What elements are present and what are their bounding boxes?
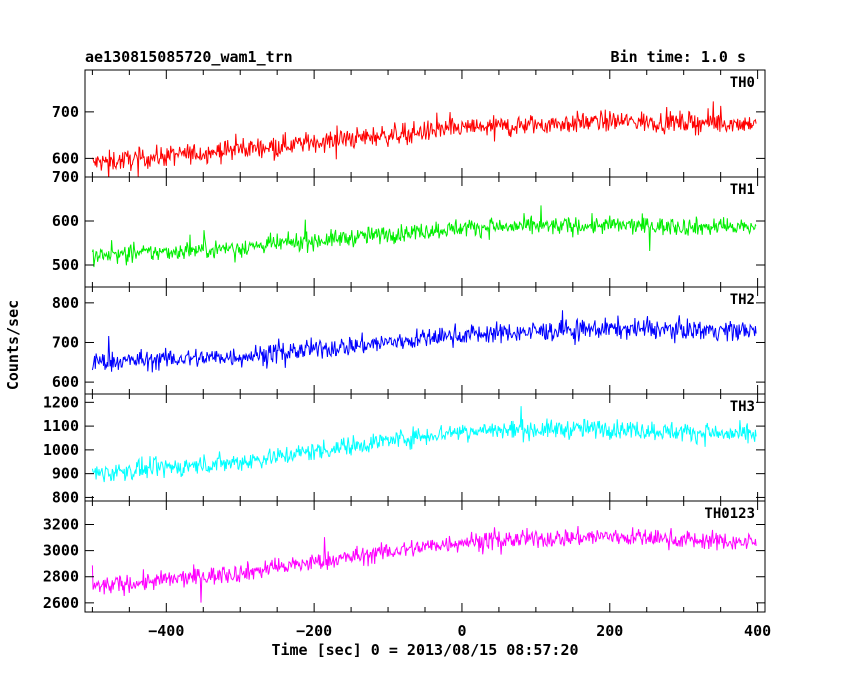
y-tick-label: 600 [52,212,79,230]
panel-label-th0: TH0 [730,75,755,91]
panel-frame-th0 [84,69,766,178]
y-tick-label: 600 [52,373,79,391]
x-tick-label: −400 [148,622,184,640]
series-line-th2 [91,310,757,373]
panel-label-th2: TH2 [730,292,755,308]
panel-frame-th3 [84,393,766,502]
panel-frame-th2 [84,286,766,395]
x-tick-label: 400 [744,622,771,640]
y-tick-label: 500 [52,256,79,274]
y-tick-label: 1200 [43,393,79,411]
y-tick-label: 800 [52,488,79,506]
panel-label-th1: TH1 [730,182,755,198]
x-axis-label: Time [sec] 0 = 2013/08/15 08:57:20 [271,641,578,659]
series-line-th0123 [91,525,757,603]
y-tick-label: 800 [52,294,79,312]
y-tick-label: 3200 [43,516,79,534]
y-tick-label: 700 [52,103,79,121]
y-axis-label: Counts/sec [4,300,22,390]
y-tick-label: 600 [52,149,79,167]
y-tick-label: 1100 [43,417,79,435]
series-line-th3 [91,406,757,483]
bin-time-label: Bin time: 1.0 s [611,48,746,66]
y-tick-label: 3000 [43,542,79,560]
panel-label-th0123: TH0123 [704,506,755,522]
series-line-th1 [91,205,757,268]
x-tick-label: 200 [596,622,623,640]
x-tick-label: 0 [457,622,466,640]
observation-title: ae130815085720_wam1_trn [85,48,293,66]
y-tick-label: 1000 [43,441,79,459]
panel-th1: 500 600 700 TH1 [52,168,766,288]
panel-frame-th0123 [84,500,766,613]
panel-th2: 600 700 800 TH2 [52,286,766,395]
panel-th0: 600 700 TH0 [52,69,766,178]
series-line-th0 [91,101,757,177]
x-tick-label: −200 [296,622,332,640]
y-tick-label: 700 [52,168,79,186]
y-tick-label: 900 [52,465,79,483]
y-tick-label: 2600 [43,594,79,612]
y-tick-label: 700 [52,333,79,351]
y-tick-label: 2800 [43,568,79,586]
panel-th0123: 2600 2800 3000 3200 TH0123 [43,500,766,613]
panel-label-th3: TH3 [730,399,755,415]
panel-th3: 800 900 1000 1100 1200 TH3 [43,393,766,506]
